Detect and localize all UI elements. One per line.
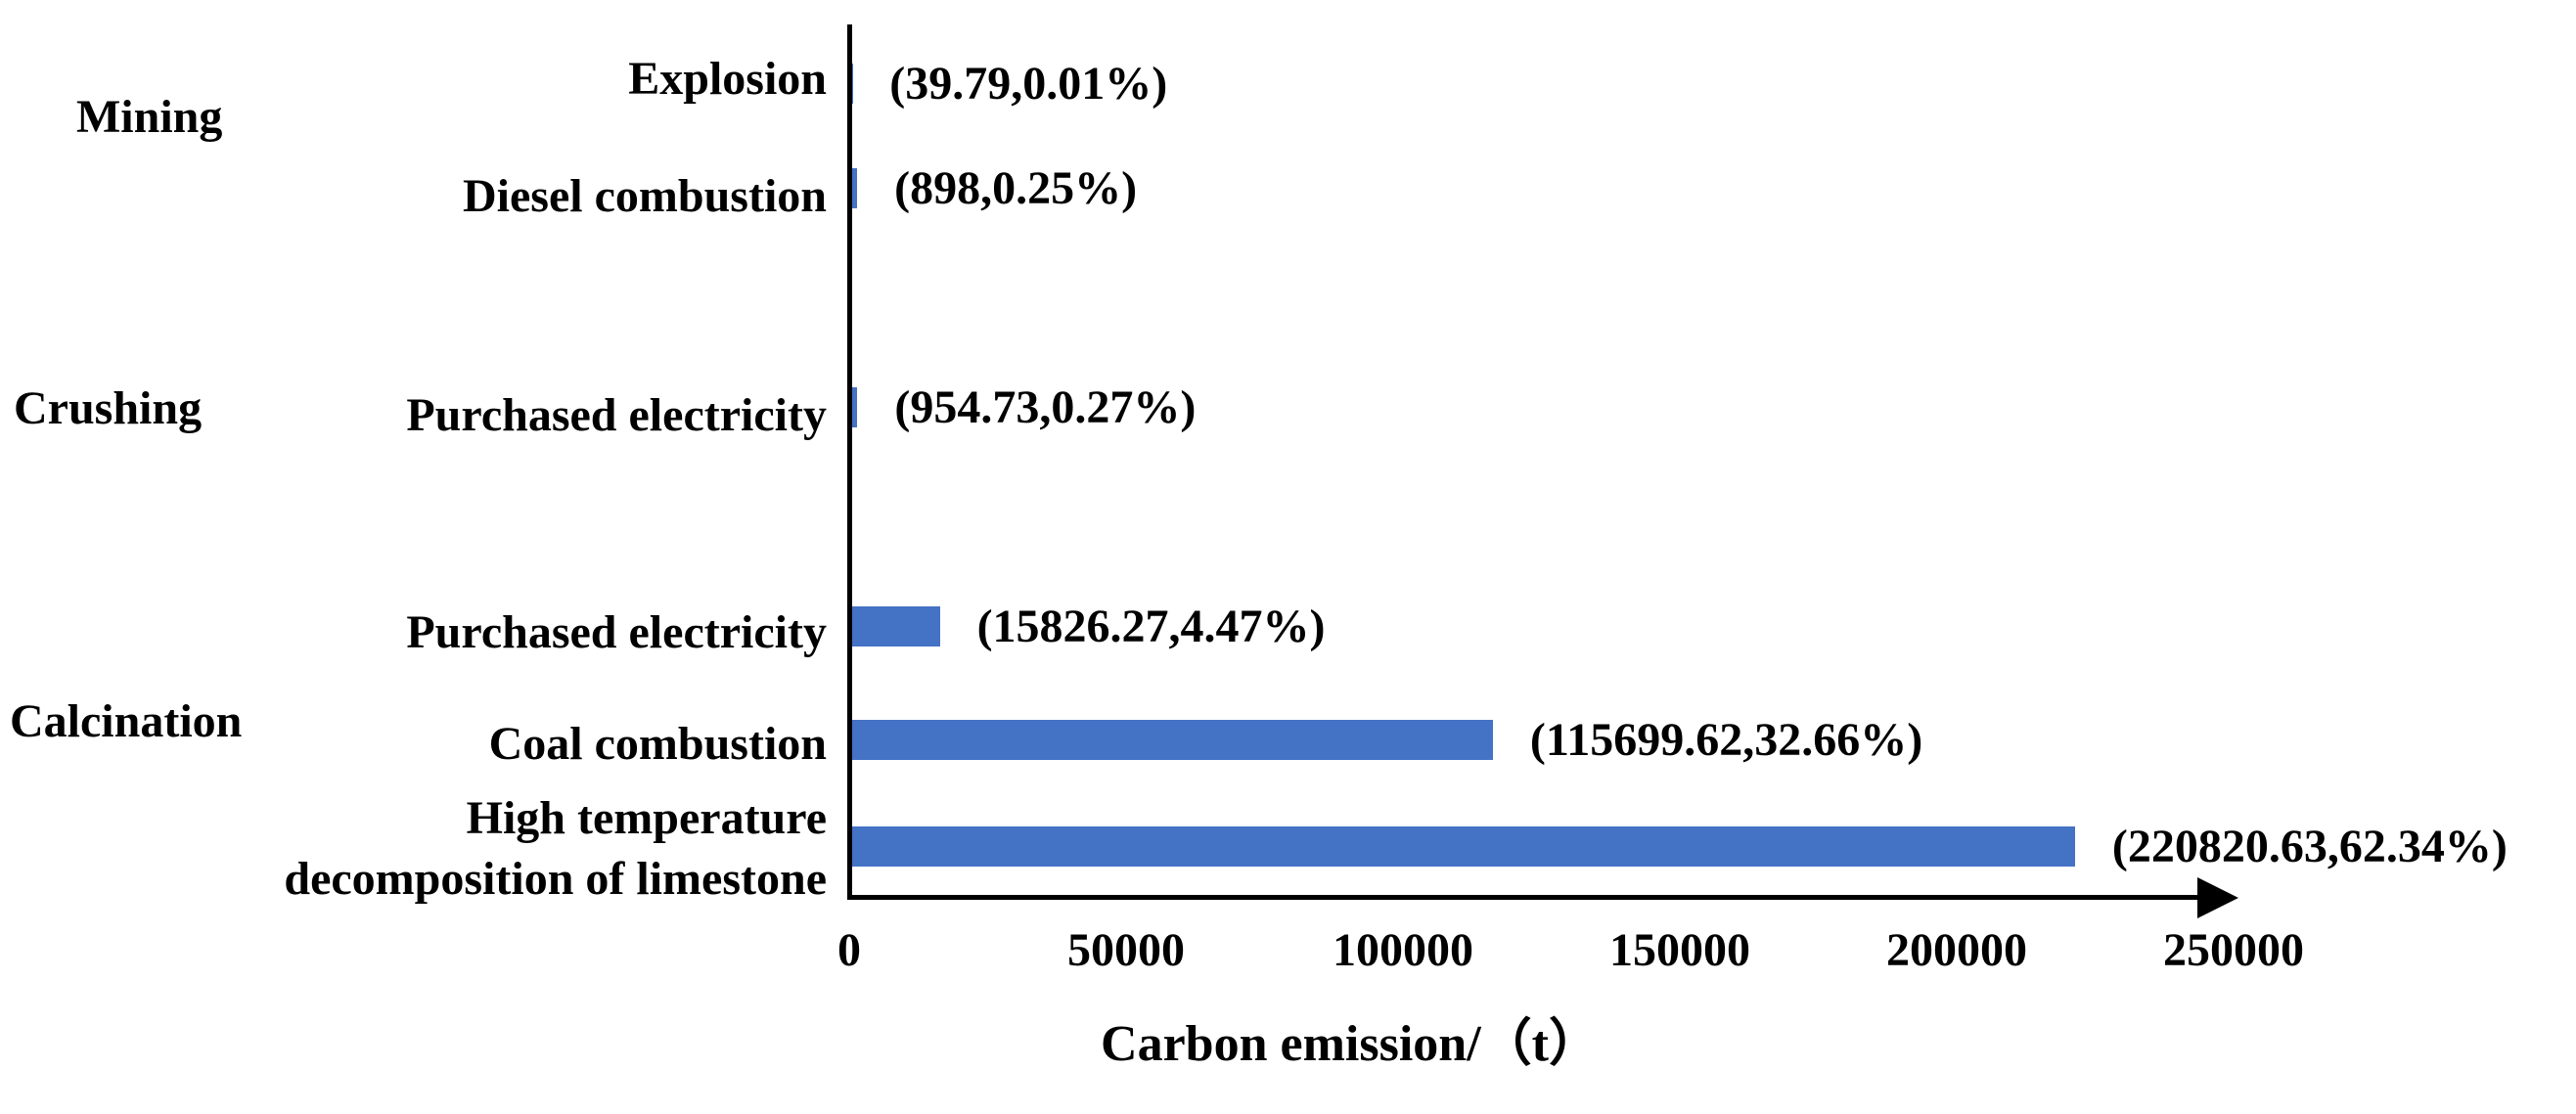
value-label-purchased-electricity-crushing: (954.73,0.27%) bbox=[894, 380, 1197, 433]
group-label-mining: Mining bbox=[76, 91, 223, 143]
category-label-purchased-electricity-calcination: Purchased electricity bbox=[406, 606, 827, 658]
bar-row-purchased-electricity-crushing: (954.73,0.27%) bbox=[852, 383, 1196, 430]
x-axis-arrow-icon bbox=[2197, 877, 2238, 918]
category-label-explosion: Explosion bbox=[628, 53, 827, 105]
x-tick-50000: 50000 bbox=[1067, 924, 1185, 976]
category-label-diesel-combustion: Diesel combustion bbox=[463, 170, 827, 222]
x-tick-150000: 150000 bbox=[1609, 924, 1750, 976]
x-tick-0: 0 bbox=[837, 924, 861, 976]
bar-row-diesel-combustion: (898,0.25%) bbox=[852, 164, 1137, 211]
value-label-explosion: (39.79,0.01%) bbox=[889, 57, 1168, 110]
group-label-calcination: Calcination bbox=[10, 695, 243, 747]
category-label-purchased-electricity-crushing: Purchased electricity bbox=[406, 389, 827, 441]
x-axis-title: Carbon emission/（t） bbox=[1101, 1016, 1600, 1072]
bar-diesel-combustion bbox=[852, 168, 858, 208]
bar-row-purchased-electricity-calcination: (15826.27,4.47%) bbox=[852, 602, 1326, 649]
bar-row-coal-combustion: (115699.62,32.66%) bbox=[852, 716, 1922, 763]
value-label-purchased-electricity-calcination: (15826.27,4.47%) bbox=[976, 600, 1326, 652]
bar-purchased-electricity-calcination bbox=[852, 606, 940, 646]
y-axis-line bbox=[847, 24, 852, 900]
group-label-crushing: Crushing bbox=[14, 382, 203, 434]
bar-limestone-decomposition bbox=[852, 826, 2075, 867]
bar-purchased-electricity-crushing bbox=[852, 387, 858, 427]
x-tick-200000: 200000 bbox=[1886, 924, 2027, 976]
bar-row-limestone-decomposition: (220820.63,62.34%) bbox=[852, 820, 2508, 872]
x-tick-100000: 100000 bbox=[1333, 924, 1473, 976]
category-label-limestone-decomposition: High temperature decomposition of limest… bbox=[284, 792, 827, 906]
x-axis-line bbox=[847, 895, 2201, 900]
value-label-diesel-combustion: (898,0.25%) bbox=[894, 161, 1138, 214]
value-label-coal-combustion: (115699.62,32.66%) bbox=[1529, 713, 1923, 766]
category-label-coal-combustion: Coal combustion bbox=[488, 718, 827, 770]
bar-row-explosion: (39.79,0.01%) bbox=[852, 60, 1167, 107]
value-label-limestone-decomposition: (220820.63,62.34%) bbox=[2111, 820, 2508, 872]
x-tick-250000: 250000 bbox=[2163, 924, 2304, 976]
bar-coal-combustion bbox=[852, 720, 1493, 760]
